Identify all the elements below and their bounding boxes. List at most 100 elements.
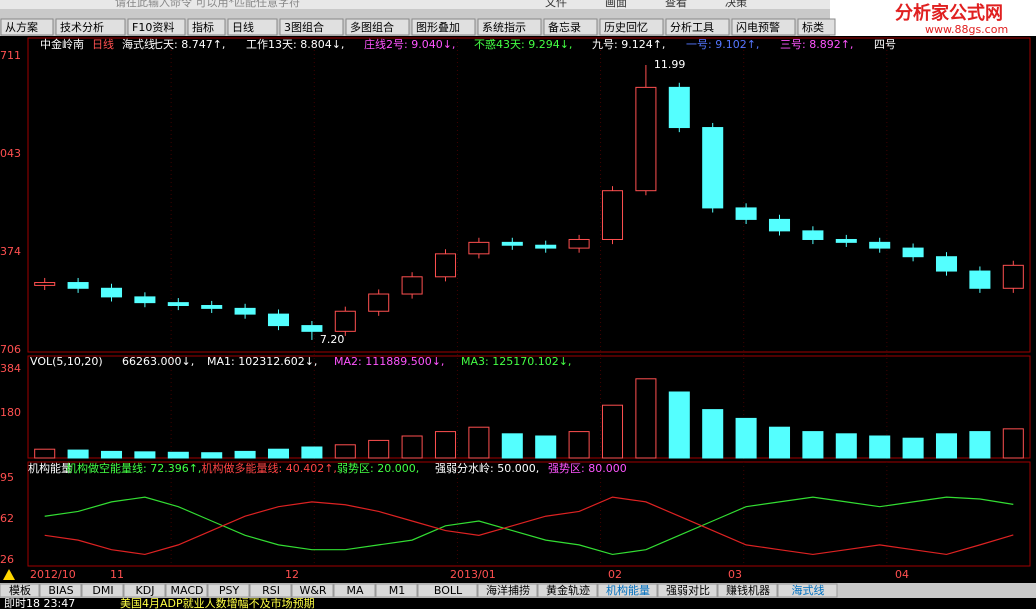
menu-item[interactable]: 画面 [605,0,627,9]
tab-label[interactable]: 模板 [9,583,31,597]
date-axis-bg [0,567,1036,583]
candle-body [401,276,423,295]
toolbar-label[interactable]: 技术分析 [60,20,104,34]
toolbar-button[interactable] [731,18,796,36]
tab-label[interactable]: W&R [299,584,326,597]
tab-label[interactable]: MA [346,584,363,597]
volume-bar [535,435,557,459]
tab-label[interactable]: 强弱对比 [666,583,710,597]
period: 日线 [92,37,114,51]
panel-frame [27,37,1031,353]
candle-body [434,253,457,278]
toolbar-label[interactable]: 闪电预警 [736,20,780,34]
candle-body [635,86,657,192]
tab[interactable] [777,583,838,598]
toolbar-label[interactable]: 指标 [192,20,214,34]
tab[interactable] [123,583,166,598]
tab-label[interactable]: KDJ [136,584,155,597]
candle-body [869,241,891,249]
menu-item[interactable]: 文件 [545,0,567,9]
tab[interactable] [249,583,292,598]
toolbar-label[interactable]: 历史回忆 [604,21,648,34]
volume-bar [869,435,891,459]
candle-body [668,86,690,129]
candle-body [1002,264,1024,289]
toolbar-label[interactable]: 分析工具 [670,20,714,34]
toolbar-label[interactable]: 系统指示 [482,20,526,34]
tab[interactable] [477,583,538,598]
toolbar-button[interactable] [127,18,186,36]
candle-body [935,256,958,272]
toolbar-button[interactable] [665,18,730,36]
command-hint: 请在此输入命令 可以用*匹配任意字符 [115,0,300,9]
toolbar-button[interactable] [543,18,598,36]
tab-label[interactable]: BOLL [434,584,463,597]
toolbar-label[interactable]: 日线 [232,20,254,34]
y-label: 711 [0,49,21,62]
tab-label[interactable]: PSY [219,584,240,597]
tab[interactable] [537,583,598,598]
tab[interactable] [333,583,376,598]
tab-label[interactable]: BIAS [48,584,73,597]
toolbar-button[interactable] [797,18,836,36]
volume-bar [100,450,123,459]
volume-legend: MA3: 125170.102↓, [461,355,571,368]
toolbar-button[interactable] [411,18,476,36]
energy-y-label: 26 [0,553,14,566]
tab-label[interactable]: RSI [262,584,280,597]
candle-body [134,296,156,304]
toolbar-button[interactable] [345,18,410,36]
tab[interactable] [597,583,658,598]
toolbar-label[interactable]: 备忘录 [548,20,581,34]
tab[interactable] [375,583,418,598]
tab-label[interactable]: 赚钱机器 [726,583,770,597]
menu-item[interactable]: 决策 [725,0,747,9]
volume-bar [969,431,991,459]
candle-body [969,270,991,289]
toolbar-label[interactable]: 图形叠加 [416,21,460,34]
toolbar-label[interactable]: 标类 [802,20,824,34]
tab[interactable] [0,583,40,598]
toolbar-label[interactable]: 多图组合 [350,20,394,34]
toolbar-button[interactable] [187,18,226,36]
energy-y-label: 95 [0,471,14,484]
volume-y-label: 384 [0,362,21,375]
tab[interactable] [81,583,124,598]
legend-item: 庄线2号: 9.040↓, [364,37,455,51]
tab[interactable] [39,583,82,598]
tab[interactable] [291,583,334,598]
tab-label[interactable]: 机构能量 [606,583,650,597]
volume-legend: MA2: 111889.500↓, [334,355,444,368]
tab[interactable] [165,583,208,598]
legend-item: 海式线 [122,37,155,51]
menu-item[interactable]: 查看 [665,0,687,9]
toolbar-button[interactable] [0,18,54,36]
tab-label[interactable]: 海式线 [792,583,825,597]
candle-body [67,282,89,289]
volume-bar [468,426,490,459]
high-annotation: 11.99 [654,58,686,71]
tab-label[interactable]: 黄金轨迹 [546,583,590,597]
tab[interactable] [657,583,718,598]
toolbar-label[interactable]: 3图组合 [284,20,324,34]
status-time: 即时18 23:47 [4,597,75,609]
tab[interactable] [717,583,778,598]
toolbar-label[interactable]: F10资料 [132,20,174,34]
legend-item: 九号: 9.124↑, [592,38,665,51]
tab-label[interactable]: M1 [389,584,406,597]
volume-bar [668,391,690,459]
tab-label[interactable]: 海洋捕捞 [486,583,530,597]
tab-label[interactable]: MACD [171,584,204,597]
toolbar-button[interactable] [279,18,344,36]
volume-bar [201,452,223,459]
volume-bar [768,426,791,459]
toolbar-button[interactable] [55,18,126,36]
tab-label[interactable]: DMI [92,584,113,597]
toolbar-label[interactable]: 从方案 [5,20,38,34]
toolbar-button[interactable] [227,18,278,36]
tab[interactable] [207,583,250,598]
toolbar-button[interactable] [599,18,664,36]
toolbar-button[interactable] [477,18,542,36]
tab[interactable] [417,583,478,598]
